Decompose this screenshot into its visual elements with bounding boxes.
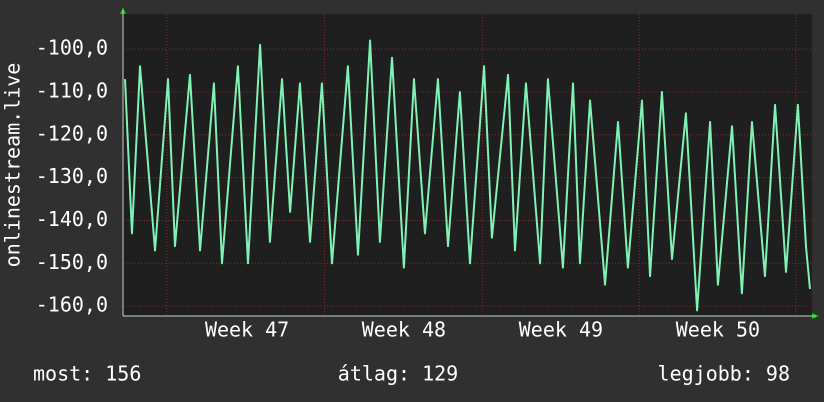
y-tick-label: -100,0 [36,36,108,60]
data-line [124,39,811,312]
footer-best: legjobb: 98 [658,362,790,386]
y-tick-label: -140,0 [36,207,108,231]
y-tick-label: -120,0 [36,121,108,145]
x-tick-label: Week 49 [519,318,603,342]
y-tick-label: -130,0 [36,164,108,188]
y-axis-label: onlinestream.live [1,63,25,268]
x-tick-label: Week 47 [205,318,289,342]
footer-current: most: 156 [33,362,141,386]
footer-average: átlag: 129 [338,362,458,386]
plot-area [123,14,812,316]
x-tick-label: Week 48 [362,318,446,342]
x-tick-label: Week 50 [676,318,760,342]
y-tick-label: -150,0 [36,250,108,274]
y-tick-label: -160,0 [36,293,108,317]
y-tick-label: -110,0 [36,78,108,102]
